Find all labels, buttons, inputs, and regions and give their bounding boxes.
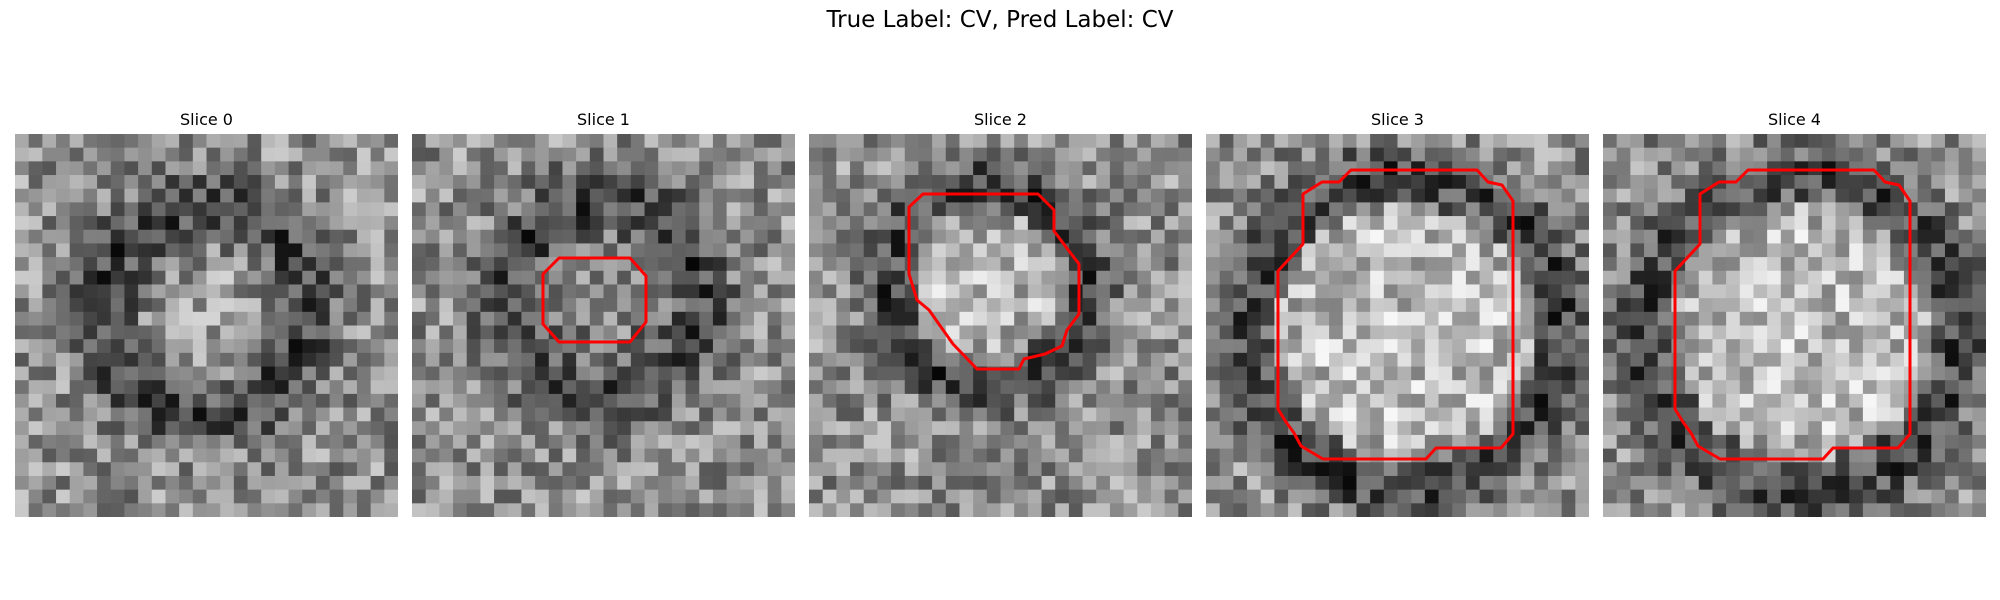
slice-0-title: Slice 0 bbox=[180, 110, 233, 129]
slice-2-image bbox=[809, 134, 1192, 517]
slice-2-title: Slice 2 bbox=[974, 110, 1027, 129]
slice-4-title: Slice 4 bbox=[1768, 110, 1821, 129]
slice-4-image bbox=[1603, 134, 1986, 517]
slice-3-image bbox=[1206, 134, 1589, 517]
segmentation-contour bbox=[1276, 168, 1515, 461]
segmentation-contour bbox=[541, 256, 648, 344]
segmentation-contour bbox=[907, 192, 1081, 371]
slice-1-title: Slice 1 bbox=[577, 110, 630, 129]
segmentation-contour bbox=[1673, 168, 1912, 461]
figure-title: True Label: CV, Pred Label: CV bbox=[826, 7, 1174, 33]
slice-3-title: Slice 3 bbox=[1371, 110, 1424, 129]
slice-0-image bbox=[15, 134, 398, 517]
slice-1-image bbox=[412, 134, 795, 517]
